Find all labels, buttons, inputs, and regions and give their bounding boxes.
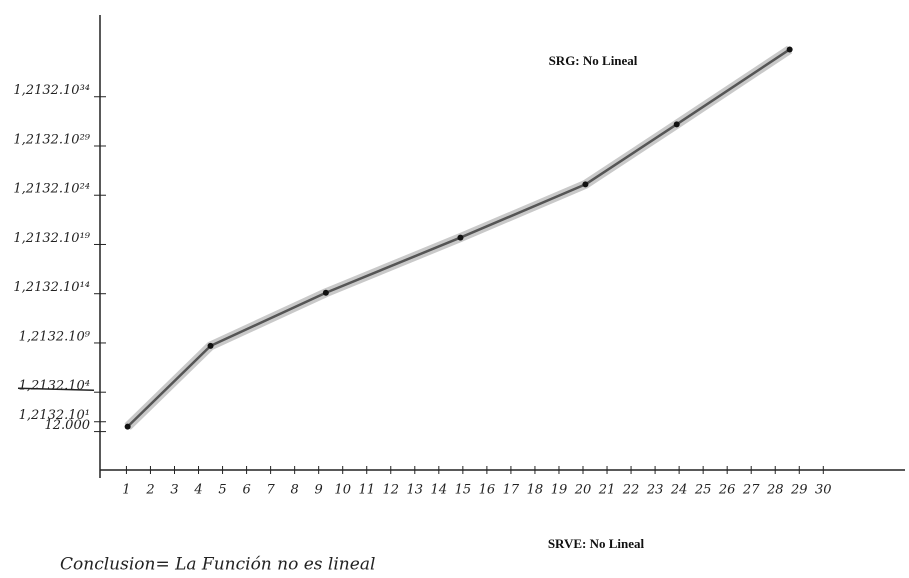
y-tick-label: 1,2132.10¹⁴: [13, 280, 90, 295]
x-tick-label: 18: [527, 483, 544, 498]
x-tick-label: 19: [551, 483, 568, 498]
point: [322, 289, 329, 296]
x-tick-label: 25: [694, 483, 712, 498]
y-tick-label: 1,2132.10³⁴: [13, 83, 90, 98]
y-tick-label: 1,2132.10⁴: [19, 379, 90, 394]
x-tick-label: 15: [455, 483, 472, 498]
x-tick-label: 7: [266, 483, 275, 498]
x-tick-label: 28: [766, 483, 784, 498]
x-tick-label: 10: [334, 483, 351, 498]
y-tick-label: 1,2132.10⁹: [19, 329, 91, 344]
x-tick-label: 13: [407, 483, 424, 498]
x-tick-label: 6: [242, 483, 250, 498]
x-tick-label: 24: [670, 483, 688, 498]
point: [457, 234, 464, 241]
point: [673, 121, 680, 128]
x-tick-label: 11: [358, 483, 375, 498]
x-tick-label: 16: [479, 483, 496, 498]
point: [582, 181, 589, 188]
x-tick-label: 29: [790, 483, 808, 498]
x-tick-label: 30: [815, 483, 832, 498]
strike: [17, 387, 95, 391]
x-tick-label: 3: [170, 483, 178, 498]
x-tick-label: 23: [646, 483, 664, 498]
x-tick-label: 9: [315, 483, 323, 498]
x-tick-label: 26: [718, 483, 736, 498]
x-tick-label: 2: [145, 483, 154, 498]
y-tick-label: 1,2132.10¹: [19, 408, 90, 423]
point: [124, 423, 131, 430]
x-tick-label: 17: [503, 483, 520, 498]
point: [207, 342, 214, 349]
x-tick-label: 22: [622, 483, 640, 498]
x-tick-label: 27: [742, 483, 760, 498]
x-tick-label: 21: [598, 483, 616, 498]
x-tick-label: 8: [291, 483, 299, 498]
x-tick-label: 12: [382, 483, 399, 498]
y-tick-label: 1,2132.10¹⁹: [13, 231, 90, 246]
annotation: Conclusion= La Función no es lineal: [60, 555, 375, 575]
x-tick-label: 14: [431, 483, 448, 498]
x-tick-label: 1: [122, 483, 130, 498]
y-tick-label: 12.000: [45, 418, 91, 433]
x-tick-label: 4: [193, 483, 202, 498]
point: [786, 46, 793, 53]
annotation: SRVE: No Lineal: [548, 536, 645, 551]
annotation: SRG: No Lineal: [549, 53, 638, 68]
y-tick-label: 1,2132.10²⁴: [13, 182, 90, 197]
x-tick-label: 20: [574, 483, 592, 498]
x-tick-label: 5: [218, 483, 226, 498]
y-tick-label: 1,2132.10²⁹: [13, 132, 90, 147]
